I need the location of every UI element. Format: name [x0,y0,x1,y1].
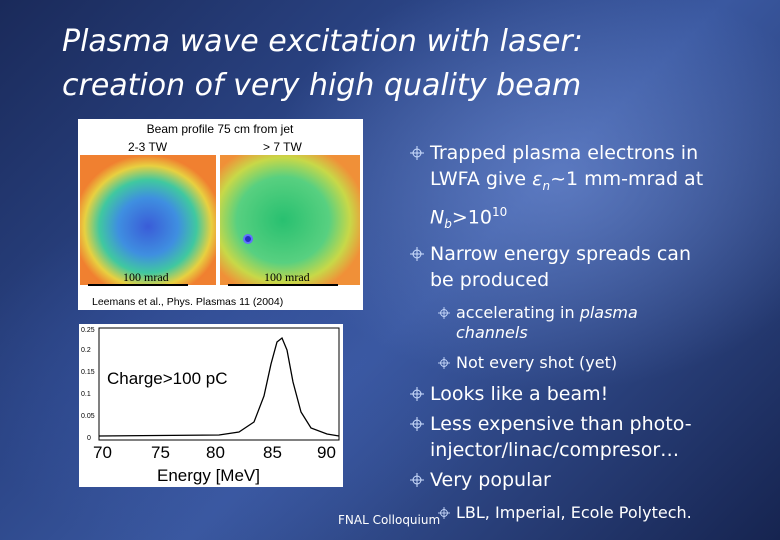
b5-text: Very popular [430,468,551,491]
b1-N: N [430,206,445,229]
b2-line2: be produced [430,268,550,291]
bullet-very-popular: Very popular [410,467,770,493]
b1-gt: >10 [451,206,492,229]
energy-spectrum-svg: 0.25 0.2 0.15 0.1 0.05 0 Charge>100 pC 7… [81,327,340,485]
y-tick: 0.1 [81,391,91,398]
bullet-list: Trapped plasma electrons in LWFA give εn… [410,140,770,529]
profile-citation: Leemans et al., Phys. Plasmas 11 (2004) [92,296,283,308]
bullet-looks-like-beam: Looks like a beam! [410,381,770,407]
bullet-less-expensive: Less expensive than photo- injector/lina… [410,411,770,463]
y-tick: 0.2 [81,347,91,354]
s2-text: Not every shot (yet) [456,352,618,372]
b1-eps-sub: n [542,178,551,193]
y-tick: 0.15 [81,369,95,376]
profile-right-label: > 7 TW [263,140,302,154]
energy-spectrum-figure: 0.25 0.2 0.15 0.1 0.05 0 Charge>100 pC 7… [79,324,343,487]
x-axis-label: Energy [MeV] [157,466,260,485]
title-line-2: creation of very high quality beam [62,68,582,103]
crosshair-bullet-icon [438,306,450,319]
profile-left-image [80,155,216,285]
profile-left-label: 2-3 TW [128,140,168,154]
footer-text: FNAL Colloquium [338,513,441,527]
sub-bullet-plasma-channels: accelerating in plasma channels [410,303,770,343]
b1-line2-post: ~1 mm-mrad at [550,168,704,190]
b1-N-sub: b [444,216,452,231]
s1-em2: channels [456,322,528,342]
crosshair-bullet-icon [410,472,424,487]
b4-line2: injector/linac/compresor… [430,438,680,461]
b4-line1: Less expensive than photo- [430,412,692,435]
beam-profile-figure: Beam profile 75 cm from jet 2-3 TW > 7 T… [78,119,363,310]
s3-text: LBL, Imperial, Ecole Polytech. [456,502,692,522]
y-tick: 0.05 [81,413,95,420]
beam-profile-svg: Beam profile 75 cm from jet 2-3 TW > 7 T… [80,122,360,308]
crosshair-bullet-icon [410,416,424,431]
sub-bullet-labs: LBL, Imperial, Ecole Polytech. [410,503,770,523]
bullet-trapped-electrons: Trapped plasma electrons in LWFA give εn… [410,140,770,237]
crosshair-bullet-icon [438,506,450,519]
s1-pre: accelerating in [456,302,580,322]
x-tick: 75 [151,443,170,462]
b2-line1: Narrow energy spreads can [430,242,691,265]
x-tick: 85 [263,443,282,462]
profile-heading: Beam profile 75 cm from jet [147,122,294,136]
b1-line1: Trapped plasma electrons in [430,142,699,164]
crosshair-bullet-icon [410,386,424,401]
s1-em: plasma [579,302,638,322]
x-tick: 80 [206,443,225,462]
sub-bullet-not-every-shot: Not every shot (yet) [410,353,770,373]
x-tick: 90 [317,443,336,462]
y-tick: 0 [87,435,91,442]
x-tick: 70 [93,443,112,462]
y-tick: 0.25 [81,327,95,334]
b1-line2-pre: LWFA give [430,168,533,190]
slide-title: Plasma wave excitation with laser: creat… [62,20,762,108]
bullet-narrow-energy: Narrow energy spreads can be produced [410,241,770,293]
b1-exp: 10 [491,204,508,219]
charge-annotation: Charge>100 pC [107,369,228,388]
spectrum-line [98,336,340,437]
crosshair-bullet-icon [438,356,450,369]
b1-eps: ε [532,168,543,190]
profile-right-image [220,155,360,285]
crosshair-bullet-icon [410,246,424,261]
crosshair-bullet-icon [410,146,424,160]
b3-text: Looks like a beam! [430,382,609,405]
profile-scale-right: 100 mrad [264,270,310,284]
profile-beam-spot [243,234,253,244]
profile-scale-left: 100 mrad [123,270,169,284]
title-line-1: Plasma wave excitation with laser: [62,24,583,59]
